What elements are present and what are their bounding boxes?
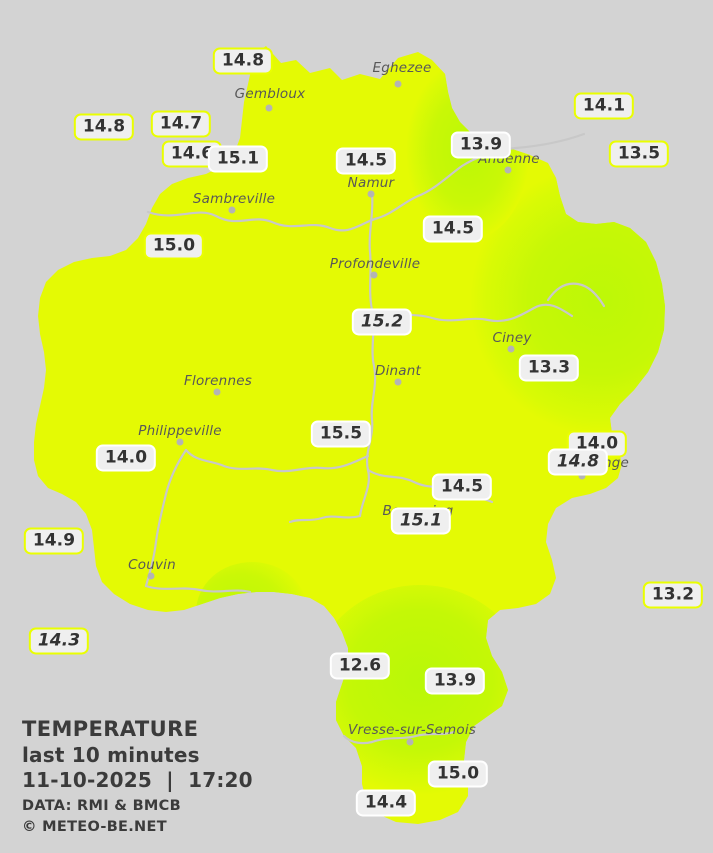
city-marker-dot (406, 738, 414, 746)
temperature-label[interactable]: 15.2 (351, 308, 413, 336)
tributary-ciney (370, 303, 574, 323)
semois-west (342, 734, 374, 745)
temperature-label[interactable]: 13.3 (518, 354, 580, 382)
tributary-west (144, 448, 188, 588)
temperature-label[interactable]: 15.0 (427, 760, 489, 788)
legend-source: DATA: RMI & BMCB (22, 797, 181, 814)
temperature-label[interactable]: 14.0 (95, 444, 157, 472)
city-marker-dot (394, 80, 402, 88)
temperature-label[interactable]: 14.7 (150, 110, 212, 138)
temperature-label[interactable]: 14.1 (573, 92, 635, 120)
city-marker-dot (228, 206, 236, 214)
cool-zone-couvin (196, 562, 308, 662)
temperature-label[interactable]: 15.0 (143, 232, 205, 260)
city-marker-dot (370, 271, 378, 279)
temperature-label[interactable]: 14.8 (73, 113, 135, 141)
temperature-label[interactable]: 14.4 (355, 789, 417, 817)
temperature-label[interactable]: 15.5 (310, 420, 372, 448)
temperature-label[interactable]: 15.1 (207, 145, 269, 173)
temperature-label[interactable]: 13.9 (450, 131, 512, 159)
tributary-southwest (288, 514, 362, 524)
city-marker-dot (578, 472, 586, 480)
temperature-label[interactable]: 13.2 (642, 581, 704, 609)
legend-copyright: © METEO-BE.NET (22, 818, 167, 835)
tributary-ciney-north (546, 282, 606, 308)
eau-blanche (184, 448, 370, 473)
temperature-label[interactable]: 13.5 (608, 140, 670, 168)
city-marker-dot (147, 572, 155, 580)
city-marker-dot (176, 438, 184, 446)
city-marker-dot (394, 378, 402, 386)
temperature-label[interactable]: 15.1 (390, 507, 452, 535)
city-marker-dot (507, 345, 515, 353)
legend-title: TEMPERATURE (22, 716, 199, 741)
city-marker-dot (367, 190, 375, 198)
cool-zone-south (310, 585, 530, 795)
city-marker-dot (504, 166, 512, 174)
legend-subtitle: last 10 minutes (22, 742, 200, 767)
temperature-label[interactable]: 14.5 (431, 473, 493, 501)
temperature-label[interactable]: 12.6 (329, 652, 391, 680)
viroin (144, 584, 252, 594)
temperature-label[interactable]: 14.9 (23, 527, 85, 555)
city-marker-dot (265, 104, 273, 112)
map-legend: TEMPERATURE last 10 minutes 11-10-2025 |… (22, 717, 253, 838)
temperature-label[interactable]: 14.8 (547, 448, 609, 476)
temperature-label[interactable]: 14.5 (422, 215, 484, 243)
temperature-label[interactable]: 13.9 (424, 667, 486, 695)
temperature-label[interactable]: 14.5 (335, 147, 397, 175)
legend-datetime: 11-10-2025 | 17:20 (22, 767, 253, 792)
city-marker-dot (213, 388, 221, 396)
temperature-label[interactable]: 14.8 (212, 47, 274, 75)
semois (370, 730, 456, 744)
temperature-label[interactable]: 14.3 (28, 627, 90, 655)
